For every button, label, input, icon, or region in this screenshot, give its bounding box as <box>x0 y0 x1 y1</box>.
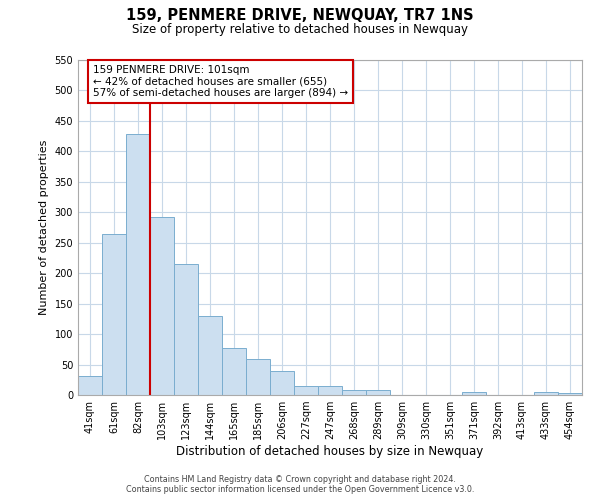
Bar <box>126 134 150 395</box>
Y-axis label: Number of detached properties: Number of detached properties <box>39 140 49 315</box>
Bar <box>342 390 366 395</box>
Bar <box>462 392 486 395</box>
Bar <box>270 370 294 395</box>
Bar <box>534 392 558 395</box>
Bar <box>150 217 174 395</box>
Bar <box>174 264 198 395</box>
Bar <box>198 316 222 395</box>
Bar <box>102 234 126 395</box>
Bar <box>318 386 342 395</box>
Bar <box>246 359 270 395</box>
Bar <box>294 386 318 395</box>
Text: 159 PENMERE DRIVE: 101sqm
← 42% of detached houses are smaller (655)
57% of semi: 159 PENMERE DRIVE: 101sqm ← 42% of detac… <box>93 65 348 98</box>
Text: Contains HM Land Registry data © Crown copyright and database right 2024.
Contai: Contains HM Land Registry data © Crown c… <box>126 474 474 494</box>
Bar <box>558 393 582 395</box>
Bar <box>78 376 102 395</box>
X-axis label: Distribution of detached houses by size in Newquay: Distribution of detached houses by size … <box>176 445 484 458</box>
Bar <box>222 348 246 395</box>
Text: Size of property relative to detached houses in Newquay: Size of property relative to detached ho… <box>132 22 468 36</box>
Bar <box>366 390 390 395</box>
Text: 159, PENMERE DRIVE, NEWQUAY, TR7 1NS: 159, PENMERE DRIVE, NEWQUAY, TR7 1NS <box>126 8 474 22</box>
